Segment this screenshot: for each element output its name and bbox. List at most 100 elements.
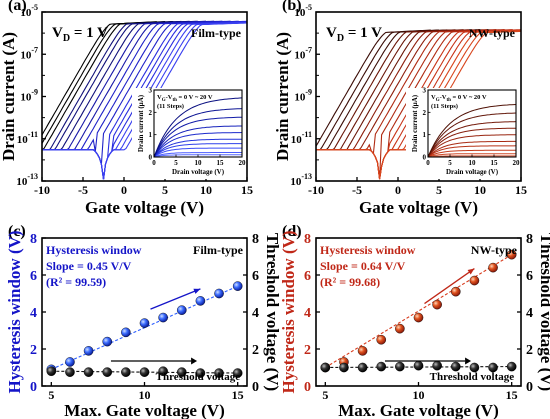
inset-curve-11 — [153, 97, 243, 158]
threshold-point — [320, 362, 331, 373]
threshold-point — [121, 367, 131, 377]
inset-x-tick-label: 20 — [239, 159, 247, 167]
hysteresis-point — [488, 262, 498, 273]
threshold-label: Threshold voltage — [156, 371, 241, 383]
x-tick-label: 5 — [162, 183, 168, 197]
y-tick-label-left: 0 — [304, 380, 311, 395]
x-tick-label: 10 — [474, 183, 486, 197]
threshold-point — [65, 367, 75, 377]
inset-curve-9 — [153, 116, 243, 158]
x-tick-label: 5 — [436, 183, 442, 197]
inset-curve-10 — [427, 112, 517, 158]
threshold-point — [232, 368, 243, 378]
inset-curve-4 — [427, 149, 516, 158]
hysteresis-point — [506, 249, 517, 260]
sweep-arrow-head — [193, 288, 201, 294]
inset-background — [132, 88, 244, 179]
hysteresis-point — [176, 305, 187, 315]
slope-text: Slope = 0.45 V/V — [46, 259, 132, 273]
y-axis-label: Drain current (A) — [0, 32, 18, 161]
type-label: NW-type — [469, 26, 516, 40]
y-tick-label-right: 4 — [526, 306, 533, 321]
y-axis-label-right: Threshold voltage (V) — [263, 233, 282, 391]
threshold-point — [432, 360, 442, 371]
inset-y-tick-label: 0 — [423, 154, 427, 162]
type-label: Film-type — [191, 26, 242, 40]
y-tick-label-right: 8 — [252, 232, 259, 247]
hysteresis-point — [469, 275, 480, 286]
y-tick-label: 10-11 — [17, 130, 38, 146]
inset-x-tick-label: 10 — [469, 159, 477, 167]
x-tick-label: 15 — [241, 183, 253, 197]
y-axis-label-left: Hysteresis window (V) — [279, 230, 298, 393]
x-axis-label: Gate voltage (V) — [359, 198, 478, 217]
inset-curve-6 — [153, 138, 242, 158]
hysteresis-point — [450, 286, 461, 297]
inset-x-tick-label: 5 — [174, 159, 178, 167]
threshold-point — [158, 366, 168, 377]
y-tick-label: 10-7 — [20, 45, 38, 61]
threshold-point — [83, 367, 94, 377]
inset-curve-8 — [427, 127, 516, 158]
inset-x-tick-label: 15 — [217, 159, 225, 167]
inset-curve-7 — [153, 132, 243, 158]
inset-gate-label: VG-Vth = 0 V ~ 20 V — [157, 94, 213, 103]
x-tick-label: 10 — [413, 388, 425, 402]
x-tick-label: 5 — [322, 388, 328, 402]
legend-title: Hysteresis window — [320, 243, 416, 257]
threshold-point — [450, 361, 461, 372]
y-tick-label-left: 4 — [30, 306, 37, 321]
hysteresis-point — [413, 312, 424, 323]
y-tick-label-right: 4 — [252, 306, 259, 321]
y-tick-label-left: 2 — [304, 343, 311, 358]
x-tick-label: 15 — [506, 388, 518, 402]
y-tick-label: 10-5 — [20, 3, 38, 19]
drain-voltage-annotation: VD = 1 V — [52, 25, 108, 44]
hysteresis-plot-3: 5 10 150 02 24 46 68 8(d)Hysteresis window NW-ty… — [279, 223, 550, 419]
inset-x-tick-label: 5 — [448, 159, 452, 167]
inset-steps-label: (11 Steps) — [157, 103, 184, 110]
panel-label: (d) — [282, 223, 302, 240]
hysteresis-point — [376, 334, 387, 345]
sweep-arrow — [424, 268, 475, 305]
y-tick-label-left: 8 — [304, 232, 311, 247]
inset-y-tick-label: 1 — [423, 131, 427, 139]
threshold-point — [339, 362, 349, 373]
inset-curve-10 — [153, 108, 243, 158]
hysteresis-point — [395, 323, 405, 334]
y-tick-label-right: 8 — [526, 232, 533, 247]
inset-curve-8 — [153, 125, 242, 158]
x-tick-label: 10 — [200, 183, 212, 197]
inset-y-tick-label: 3 — [423, 87, 427, 95]
threshold-point — [488, 362, 498, 373]
inset-output-curves: 0 5 10 15 20 0 1 2 3 Drain voltage (V) Drain curre… — [406, 87, 521, 179]
x-tick-label: -10 — [34, 183, 50, 197]
fit-line — [325, 366, 512, 369]
threshold-point — [176, 367, 187, 377]
hysteresis-point — [214, 288, 224, 299]
threshold-arrow-head — [191, 357, 198, 365]
y-tick-label: 10-7 — [294, 45, 312, 61]
x-tick-label: 0 — [395, 183, 401, 197]
drain-voltage-annotation: VD = 1 V — [326, 25, 382, 44]
y-tick-label: 10-11 — [291, 130, 312, 146]
threshold-point — [195, 368, 206, 378]
x-axis-label: Gate voltage (V) — [85, 198, 204, 217]
inset-x-label: Drain voltage (V) — [172, 168, 225, 176]
threshold-point — [395, 361, 405, 372]
inset-x-tick-label: 15 — [491, 159, 499, 167]
inset-curve-5 — [153, 143, 242, 158]
sweep-arrow-head — [467, 268, 475, 275]
inset-x-tick-label: 20 — [513, 159, 521, 167]
hysteresis-point — [432, 299, 442, 310]
inset-x-tick-label: 0 — [152, 159, 156, 167]
fit-line — [325, 254, 512, 368]
x-tick-label: -5 — [78, 183, 88, 197]
y-tick-label-left: 6 — [30, 269, 37, 284]
y-tick-label-left: 8 — [30, 232, 37, 247]
inset-curve-6 — [427, 140, 516, 158]
threshold-arrow-head — [465, 357, 472, 365]
y-tick-label-right: 0 — [252, 380, 259, 395]
